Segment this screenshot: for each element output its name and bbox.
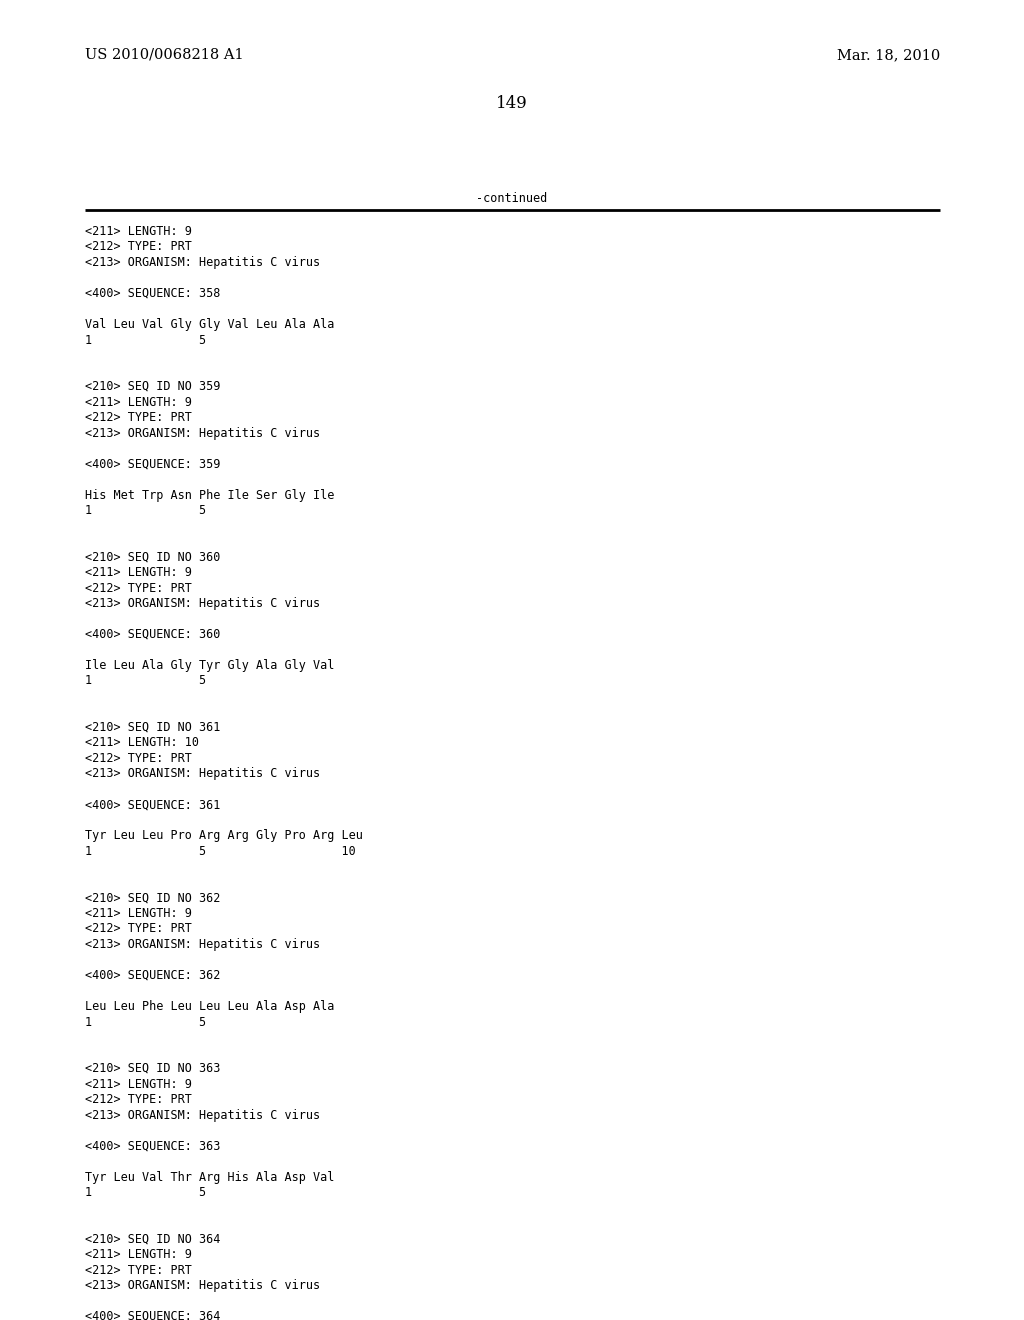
Text: Tyr Leu Val Thr Arg His Ala Asp Val: Tyr Leu Val Thr Arg His Ala Asp Val [85, 1171, 335, 1184]
Text: <213> ORGANISM: Hepatitis C virus: <213> ORGANISM: Hepatitis C virus [85, 1279, 321, 1292]
Text: Mar. 18, 2010: Mar. 18, 2010 [837, 48, 940, 62]
Text: <400> SEQUENCE: 362: <400> SEQUENCE: 362 [85, 969, 220, 982]
Text: <211> LENGTH: 10: <211> LENGTH: 10 [85, 737, 199, 750]
Text: 149: 149 [496, 95, 528, 112]
Text: 1               5: 1 5 [85, 334, 206, 346]
Text: <213> ORGANISM: Hepatitis C virus: <213> ORGANISM: Hepatitis C virus [85, 256, 321, 269]
Text: 1               5: 1 5 [85, 1015, 206, 1028]
Text: <210> SEQ ID NO 362: <210> SEQ ID NO 362 [85, 891, 220, 904]
Text: 1               5                   10: 1 5 10 [85, 845, 355, 858]
Text: <400> SEQUENCE: 363: <400> SEQUENCE: 363 [85, 1139, 220, 1152]
Text: Leu Leu Phe Leu Leu Leu Ala Asp Ala: Leu Leu Phe Leu Leu Leu Ala Asp Ala [85, 1001, 335, 1012]
Text: <210> SEQ ID NO 361: <210> SEQ ID NO 361 [85, 721, 220, 734]
Text: <211> LENGTH: 9: <211> LENGTH: 9 [85, 396, 191, 408]
Text: <212> TYPE: PRT: <212> TYPE: PRT [85, 240, 191, 253]
Text: <211> LENGTH: 9: <211> LENGTH: 9 [85, 566, 191, 579]
Text: <400> SEQUENCE: 358: <400> SEQUENCE: 358 [85, 286, 220, 300]
Text: <400> SEQUENCE: 359: <400> SEQUENCE: 359 [85, 458, 220, 470]
Text: His Met Trp Asn Phe Ile Ser Gly Ile: His Met Trp Asn Phe Ile Ser Gly Ile [85, 488, 335, 502]
Text: Tyr Leu Leu Pro Arg Arg Gly Pro Arg Leu: Tyr Leu Leu Pro Arg Arg Gly Pro Arg Leu [85, 829, 362, 842]
Text: <210> SEQ ID NO 364: <210> SEQ ID NO 364 [85, 1233, 220, 1246]
Text: Ile Leu Ala Gly Tyr Gly Ala Gly Val: Ile Leu Ala Gly Tyr Gly Ala Gly Val [85, 659, 335, 672]
Text: -continued: -continued [476, 191, 548, 205]
Text: <212> TYPE: PRT: <212> TYPE: PRT [85, 1263, 191, 1276]
Text: <400> SEQUENCE: 361: <400> SEQUENCE: 361 [85, 799, 220, 812]
Text: <212> TYPE: PRT: <212> TYPE: PRT [85, 411, 191, 424]
Text: <211> LENGTH: 9: <211> LENGTH: 9 [85, 1247, 191, 1261]
Text: <213> ORGANISM: Hepatitis C virus: <213> ORGANISM: Hepatitis C virus [85, 939, 321, 950]
Text: <213> ORGANISM: Hepatitis C virus: <213> ORGANISM: Hepatitis C virus [85, 767, 321, 780]
Text: <210> SEQ ID NO 363: <210> SEQ ID NO 363 [85, 1063, 220, 1074]
Text: Val Leu Val Gly Gly Val Leu Ala Ala: Val Leu Val Gly Gly Val Leu Ala Ala [85, 318, 335, 331]
Text: <212> TYPE: PRT: <212> TYPE: PRT [85, 582, 191, 594]
Text: <211> LENGTH: 9: <211> LENGTH: 9 [85, 1077, 191, 1090]
Text: <400> SEQUENCE: 360: <400> SEQUENCE: 360 [85, 628, 220, 642]
Text: <210> SEQ ID NO 360: <210> SEQ ID NO 360 [85, 550, 220, 564]
Text: <210> SEQ ID NO 359: <210> SEQ ID NO 359 [85, 380, 220, 393]
Text: <213> ORGANISM: Hepatitis C virus: <213> ORGANISM: Hepatitis C virus [85, 1109, 321, 1122]
Text: <211> LENGTH: 9: <211> LENGTH: 9 [85, 907, 191, 920]
Text: <212> TYPE: PRT: <212> TYPE: PRT [85, 1093, 191, 1106]
Text: <211> LENGTH: 9: <211> LENGTH: 9 [85, 224, 191, 238]
Text: 1               5: 1 5 [85, 504, 206, 517]
Text: <213> ORGANISM: Hepatitis C virus: <213> ORGANISM: Hepatitis C virus [85, 426, 321, 440]
Text: <212> TYPE: PRT: <212> TYPE: PRT [85, 752, 191, 766]
Text: <400> SEQUENCE: 364: <400> SEQUENCE: 364 [85, 1309, 220, 1320]
Text: 1               5: 1 5 [85, 1185, 206, 1199]
Text: <212> TYPE: PRT: <212> TYPE: PRT [85, 923, 191, 936]
Text: US 2010/0068218 A1: US 2010/0068218 A1 [85, 48, 244, 62]
Text: 1               5: 1 5 [85, 675, 206, 688]
Text: <213> ORGANISM: Hepatitis C virus: <213> ORGANISM: Hepatitis C virus [85, 597, 321, 610]
